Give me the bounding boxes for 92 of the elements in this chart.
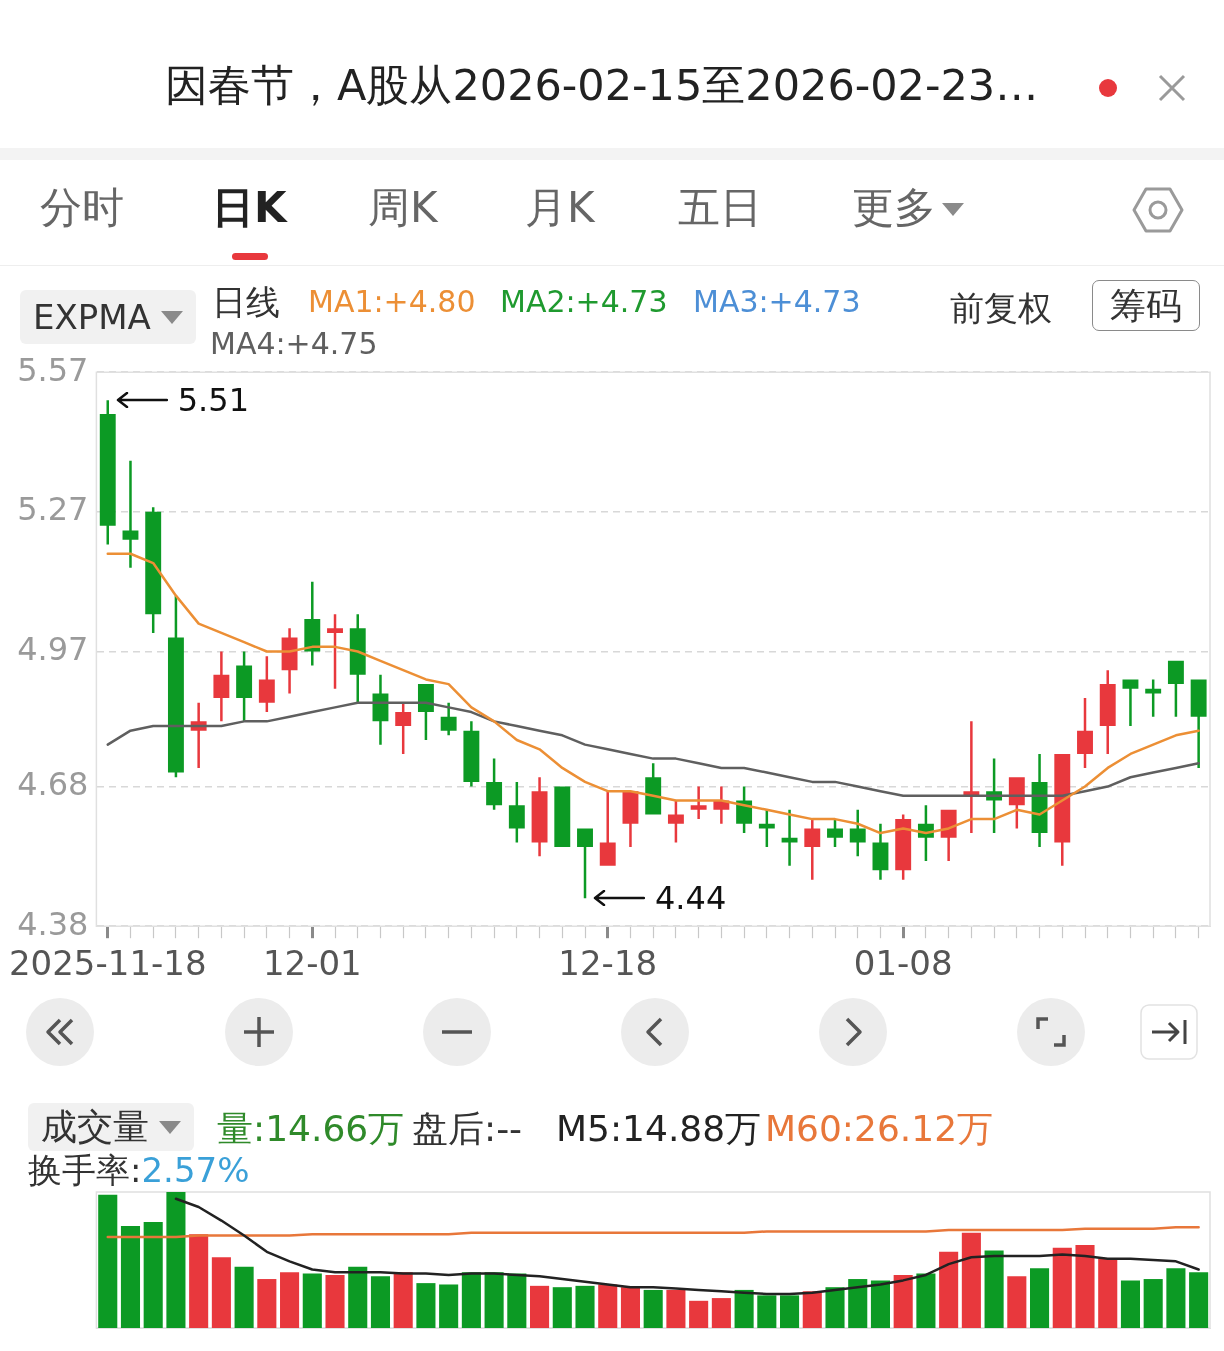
bar [825,1287,845,1328]
bar [893,1274,913,1328]
candlestick [122,460,139,568]
y-tick-label: 5.27 [17,490,89,529]
candlestick [599,791,616,866]
annotation: 4.44 [655,879,727,918]
bar [211,1257,231,1328]
candlestick [1190,679,1207,768]
bar [689,1300,709,1328]
bar [1007,1276,1027,1328]
text: 日线 [212,282,280,323]
candlestick [963,721,980,834]
y-tick-label: 4.68 [17,764,89,803]
bar [461,1272,481,1328]
bar [166,1192,186,1328]
bar [666,1289,686,1328]
text: 量:14.66万 [217,1107,405,1151]
bar [98,1194,118,1328]
bar [939,1251,959,1328]
bar [530,1285,550,1328]
candlestick [690,786,707,820]
x-tick-label: 2025-11-18 [8,943,207,984]
text: MA3:+4.73 [693,284,861,320]
text: 筹码 [1110,284,1182,328]
x-tick-label: 12-01 [262,943,362,984]
bar [1075,1245,1095,1328]
bar [620,1287,641,1328]
candlestick [1122,679,1139,727]
bar [120,1226,141,1328]
text: M60:26.12万 [765,1107,994,1151]
bar [280,1272,300,1328]
bar [325,1274,345,1328]
bar [1166,1268,1186,1328]
text: 换手率:2.57% [28,1150,250,1190]
text: MA2:+4.73 [500,284,668,320]
annotation: 5.51 [177,381,249,420]
bar [961,1232,981,1328]
bar [1189,1272,1209,1328]
bar [802,1291,822,1328]
bar [711,1298,731,1328]
text: 前复权 [950,288,1052,329]
text: 更多 [852,183,936,234]
text: M5:14.88万 [556,1107,762,1151]
text: EXPMA [33,296,151,338]
candlestick [1099,670,1116,754]
bar [302,1273,322,1328]
bar [1120,1280,1140,1328]
y-tick-label: 4.97 [17,629,89,668]
text: MA4:+4.75 [210,326,378,362]
x-tick-label: 01-08 [853,943,953,984]
y-tick-label: 5.57 [17,350,89,389]
bar [370,1276,391,1328]
bar [575,1285,595,1328]
bar [507,1273,527,1328]
x-tick-label: 12-18 [558,943,658,984]
bar [393,1272,413,1328]
text: 周K [368,183,438,234]
bar [780,1295,800,1328]
candlestick [213,651,230,722]
candlestick [849,809,866,857]
bar [984,1250,1004,1328]
bar [598,1284,618,1328]
y-tick-label: 4.38 [17,904,89,943]
bar [552,1287,572,1328]
bar [848,1279,868,1328]
bar [1098,1258,1118,1328]
bar [1052,1247,1072,1328]
bar [916,1273,936,1328]
bar [1143,1279,1163,1328]
text: 成交量 [41,1105,149,1149]
text: 五日 [678,183,762,234]
bar [734,1289,754,1328]
bar [348,1266,368,1328]
bar [416,1283,436,1328]
bar [189,1234,209,1328]
bar [439,1284,459,1328]
candlestick [781,809,798,866]
chart-title: 因春节，A股从2026-02-15至2026-02-23… [165,60,1039,112]
bar [757,1295,777,1328]
bar [143,1221,163,1328]
text: 日K [212,183,287,234]
text: 月K [525,183,595,234]
candlestick [804,819,821,880]
bar [257,1279,277,1328]
bar [484,1272,504,1328]
text: 盘后:-- [412,1107,523,1151]
bar [234,1266,254,1328]
bar [1030,1268,1050,1328]
bar [870,1280,891,1328]
bar [643,1289,663,1328]
text: MA1:+4.80 [308,284,476,320]
text: 分时 [40,183,124,234]
